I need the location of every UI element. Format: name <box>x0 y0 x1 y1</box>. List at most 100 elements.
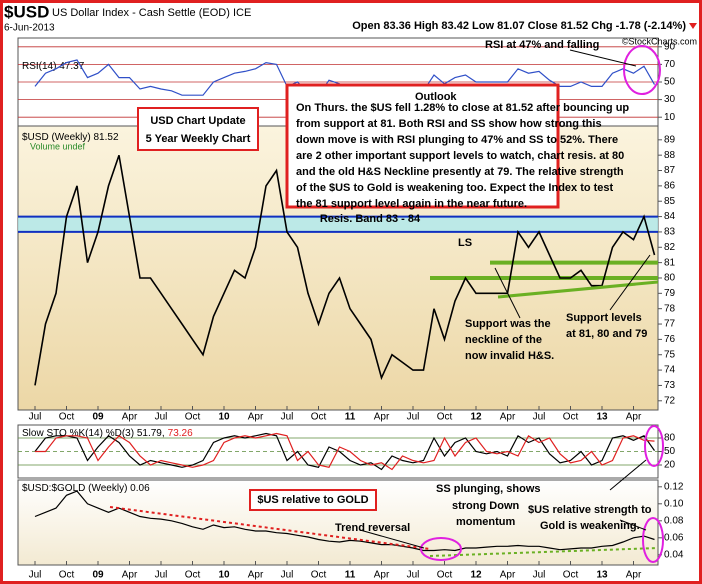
x-tick-label: 09 <box>92 570 104 581</box>
x-tick-label: 11 <box>345 570 356 581</box>
annotation: Volume undef <box>30 141 86 151</box>
annotation: Support was the <box>465 318 551 330</box>
x-tick-label: Apr <box>248 412 264 423</box>
outlook-line: from support at 81. Both RSI and SS show… <box>296 118 602 130</box>
annotation: strong Down <box>452 500 519 512</box>
series-label: Slow STO %K(14) %D(3) 51.79, 73.26 <box>22 428 193 439</box>
annotation: Gold is weakening. <box>540 520 640 532</box>
gold-label-box <box>249 489 377 511</box>
x-tick-label: 11 <box>345 412 356 423</box>
y-tick-label: 74 <box>664 365 676 376</box>
y-tick-label: 82 <box>664 242 676 253</box>
highlight <box>420 537 462 561</box>
outlook-box <box>285 83 560 209</box>
series-line <box>34 154 656 386</box>
y-tick-label: 86 <box>664 181 676 192</box>
y-tick-label: 50 <box>664 77 676 88</box>
down-arrow <box>689 23 697 29</box>
annotation: SS plunging, shows <box>436 483 541 495</box>
x-tick-label: Oct <box>437 570 453 581</box>
y-tick-label: 89 <box>664 134 676 145</box>
x-tick-label: Jul <box>407 570 420 581</box>
plot-layer: 10 30 50 70 90 RSI(14) 47.37 72 73 74 75 76 77 78 79 8… <box>18 41 684 581</box>
annotation: now invalid H&S. <box>465 350 554 362</box>
watermark: ©StockCharts.com <box>622 36 697 46</box>
y-tick-label: 80 <box>664 273 676 284</box>
x-tick-label: Apr <box>626 412 642 423</box>
annotation: Support levels <box>566 312 642 324</box>
x-tick-label: Oct <box>185 412 201 423</box>
x-tick-label: Apr <box>500 412 516 423</box>
y-tick-label: 70 <box>664 59 676 70</box>
x-tick-label: Jul <box>281 412 294 423</box>
x-tick-label: Apr <box>248 570 264 581</box>
x-tick-label: Jul <box>533 570 546 581</box>
series-label: $USD:$GOLD (Weekly) 0.06 <box>22 483 150 494</box>
outlook-line: of the $US to Gold is weakening too. Exp… <box>296 182 614 194</box>
x-tick-label: 12 <box>470 570 482 581</box>
y-tick-label: 72 <box>664 395 676 406</box>
ticker: $USD <box>4 2 49 21</box>
y-tick-label: 30 <box>664 94 676 105</box>
y-tick-label: 80 <box>664 433 676 444</box>
annotation: RSI at 47% and falling <box>485 39 599 51</box>
arrow <box>609 459 647 491</box>
x-tick-label: Apr <box>374 412 390 423</box>
quote: Open 83.36 High 83.42 Low 81.07 Close 81… <box>352 20 686 32</box>
x-tick-label: Apr <box>626 570 642 581</box>
y-tick-label: 20 <box>664 460 676 471</box>
highlight <box>642 517 664 563</box>
y-tick-label: 0.06 <box>664 532 684 543</box>
x-tick-label: 12 <box>470 412 482 423</box>
annotation: LS <box>458 237 472 249</box>
y-tick-label: 0.04 <box>664 549 684 560</box>
x-tick-label: Jul <box>281 570 294 581</box>
annotation: Resis. Band 83 - 84 <box>320 213 421 225</box>
highlight <box>644 425 664 467</box>
y-tick-label: 83 <box>664 227 676 238</box>
annotations: On Thurs. the $US fell 1.28% to close at… <box>30 39 652 534</box>
series-line <box>35 432 655 471</box>
x-tick-label: Oct <box>59 570 75 581</box>
annotation: 5 Year Weekly Chart <box>146 133 251 145</box>
x-tick-label: Oct <box>185 570 201 581</box>
resistance-band <box>18 216 658 232</box>
x-tick-label: Jul <box>29 570 42 581</box>
outlook-line: are 2 other important support levels to … <box>296 150 624 162</box>
series-label: $USD (Weekly) 81.52 <box>22 132 119 143</box>
annotation: $US relative strength to <box>528 504 652 516</box>
x-tick-label: Oct <box>59 412 75 423</box>
arrow <box>359 529 425 549</box>
outlook-line: On Thurs. the $US fell 1.28% to close at… <box>296 102 629 114</box>
y-tick-label: 10 <box>664 112 676 123</box>
update-box <box>137 107 259 151</box>
x-tick-label: Jul <box>155 570 168 581</box>
y-tick-label: 90 <box>664 41 676 52</box>
annotation: Trend reversal <box>335 522 410 534</box>
arrow <box>609 254 651 311</box>
y-tick-label: 76 <box>664 334 676 345</box>
legend-entry: 73.26 <box>168 428 193 439</box>
annotation: momentum <box>456 516 516 528</box>
x-tick-label: Jul <box>29 412 42 423</box>
x-tick-label: Jul <box>155 412 168 423</box>
y-tick-label: 50 <box>664 446 676 457</box>
x-tick-label: Jul <box>407 412 420 423</box>
y-tick-label: 79 <box>664 288 676 299</box>
neckline <box>497 280 659 299</box>
x-tick-label: Apr <box>374 570 390 581</box>
legend-entry: $USD (Weekly) 81.52 <box>22 132 119 143</box>
outlook-heading: Outlook <box>415 91 457 103</box>
y-tick-label: 84 <box>664 211 676 222</box>
x-tick-label: 10 <box>218 412 230 423</box>
x-tick-label: Apr <box>122 570 138 581</box>
annotation: at 81, 80 and 79 <box>566 328 647 340</box>
arrow <box>619 519 647 531</box>
outlook-line: the 81 support level again in the near f… <box>296 198 527 210</box>
x-tick-label: Apr <box>122 412 138 423</box>
y-tick-label: 0.10 <box>664 498 684 509</box>
x-tick-label: Oct <box>563 570 579 581</box>
highlight <box>623 45 661 95</box>
